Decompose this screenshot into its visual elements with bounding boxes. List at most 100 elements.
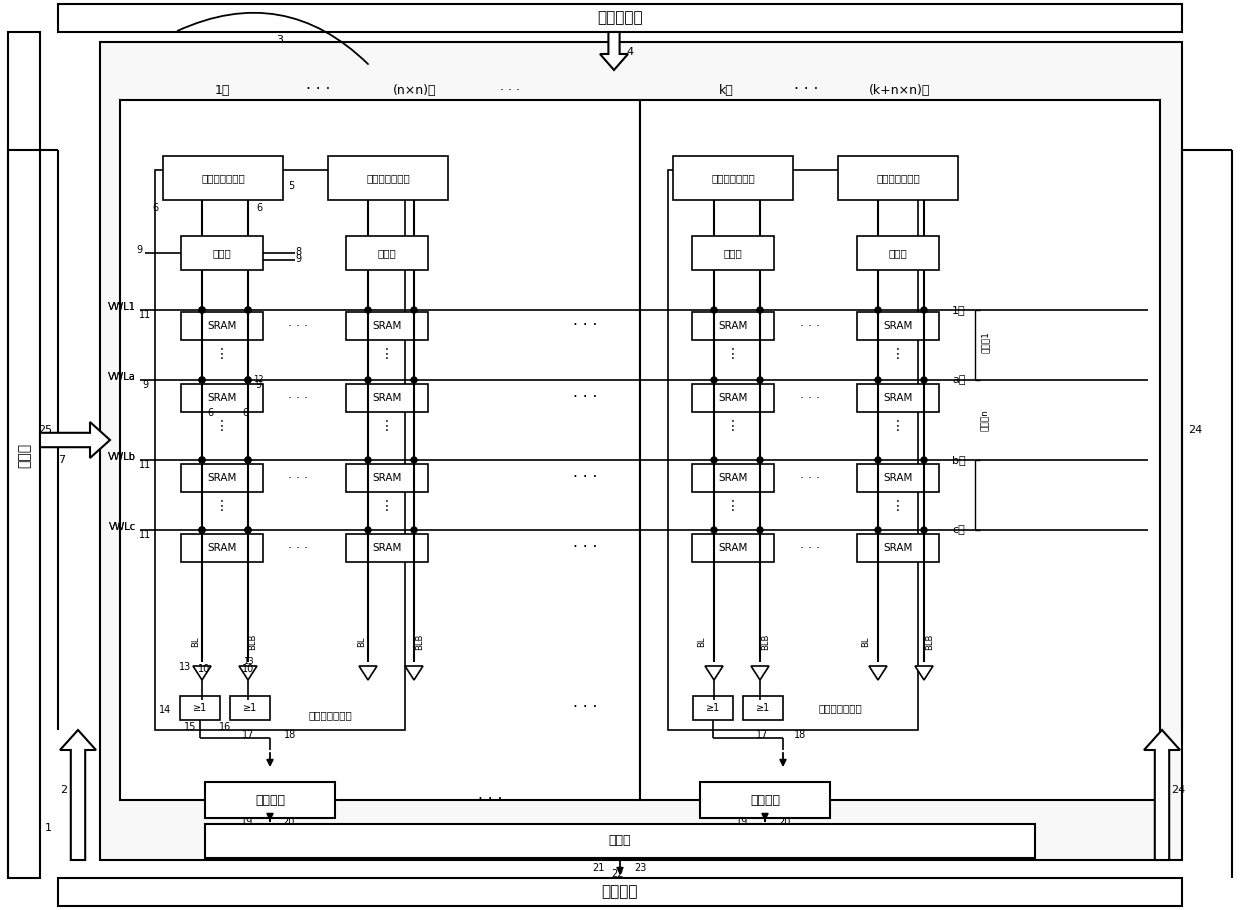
Bar — [181, 236, 263, 270]
Text: SRAM: SRAM — [718, 321, 748, 331]
Text: · · ·: · · · — [800, 471, 820, 484]
Bar — [640, 100, 1159, 800]
Text: SRAM: SRAM — [883, 393, 913, 403]
Circle shape — [198, 307, 205, 313]
Bar — [155, 170, 405, 730]
Polygon shape — [751, 666, 769, 680]
Text: · · ·: · · · — [500, 84, 520, 96]
Text: 17: 17 — [242, 730, 254, 740]
Bar — [857, 464, 939, 492]
Text: · · ·: · · · — [800, 541, 820, 554]
Bar — [346, 534, 428, 562]
Circle shape — [198, 377, 205, 383]
Circle shape — [246, 307, 250, 313]
Bar — [181, 384, 263, 412]
Text: 15: 15 — [184, 722, 196, 732]
Text: 22: 22 — [611, 869, 624, 879]
Polygon shape — [915, 666, 932, 680]
Text: 9: 9 — [255, 380, 262, 390]
Bar — [205, 782, 335, 818]
Text: 检测转换: 检测转换 — [255, 794, 285, 806]
Text: BLB: BLB — [415, 633, 424, 650]
Text: 输入及反相输入: 输入及反相输入 — [877, 173, 920, 183]
Circle shape — [410, 377, 417, 383]
Text: BL: BL — [191, 637, 201, 647]
Text: 6: 6 — [255, 203, 262, 213]
Text: SRAM: SRAM — [372, 321, 402, 331]
Text: 9: 9 — [141, 380, 148, 390]
Circle shape — [198, 377, 205, 383]
Bar — [120, 100, 640, 800]
Text: 预充电: 预充电 — [724, 248, 743, 258]
Text: SRAM: SRAM — [718, 473, 748, 483]
Circle shape — [921, 527, 928, 533]
Bar — [692, 236, 774, 270]
Text: 13: 13 — [179, 662, 191, 672]
Text: SRAM: SRAM — [883, 321, 913, 331]
Text: VWLa: VWLa — [108, 372, 136, 382]
Text: 移位寄存器: 移位寄存器 — [598, 11, 642, 25]
Circle shape — [198, 457, 205, 463]
Text: · · ·: · · · — [573, 701, 598, 715]
Circle shape — [711, 307, 717, 313]
Text: 10: 10 — [198, 664, 210, 674]
Text: 6: 6 — [242, 408, 248, 418]
Text: BLB: BLB — [248, 633, 258, 650]
Bar — [205, 824, 1035, 858]
Text: · · ·: · · · — [288, 471, 308, 484]
Text: VWLa: VWLa — [108, 372, 136, 382]
Text: 16: 16 — [219, 722, 231, 732]
Text: SRAM: SRAM — [207, 393, 237, 403]
Text: VWLc: VWLc — [109, 522, 136, 532]
Text: VWL1: VWL1 — [108, 302, 136, 312]
Text: 输入及反相输入: 输入及反相输入 — [711, 173, 755, 183]
Text: 21: 21 — [591, 863, 604, 873]
Circle shape — [875, 457, 880, 463]
Polygon shape — [869, 666, 887, 680]
Polygon shape — [60, 730, 95, 860]
Text: SRAM: SRAM — [372, 393, 402, 403]
Text: 18: 18 — [794, 730, 806, 740]
Text: 19: 19 — [241, 817, 253, 827]
Text: k列: k列 — [719, 84, 733, 96]
Text: · · ·: · · · — [794, 83, 818, 97]
Circle shape — [410, 307, 417, 313]
Circle shape — [711, 377, 717, 383]
Text: 检测转换: 检测转换 — [750, 794, 780, 806]
Polygon shape — [360, 666, 377, 680]
Bar — [58, 878, 1182, 906]
Text: 串等组1: 串等组1 — [981, 331, 990, 353]
Text: SRAM: SRAM — [883, 543, 913, 553]
Text: 预充电: 预充电 — [212, 248, 232, 258]
Text: 11: 11 — [139, 530, 151, 540]
Text: 2: 2 — [61, 785, 67, 795]
Bar — [346, 464, 428, 492]
Text: 输入及反相输入: 输入及反相输入 — [201, 173, 244, 183]
Text: 1行: 1行 — [952, 305, 966, 315]
Text: 4: 4 — [626, 47, 634, 57]
Text: 11: 11 — [139, 460, 151, 470]
Bar — [692, 464, 774, 492]
Circle shape — [921, 457, 928, 463]
Circle shape — [875, 527, 880, 533]
Circle shape — [365, 457, 371, 463]
Circle shape — [875, 307, 880, 313]
Polygon shape — [405, 666, 423, 680]
Circle shape — [198, 527, 205, 533]
Bar — [181, 534, 263, 562]
Text: ⋮: ⋮ — [381, 499, 394, 513]
Circle shape — [756, 307, 763, 313]
Circle shape — [365, 527, 371, 533]
Text: ⋮: ⋮ — [215, 419, 229, 433]
Circle shape — [198, 307, 205, 313]
Text: · · ·: · · · — [573, 318, 598, 333]
Text: SRAM: SRAM — [207, 321, 237, 331]
Circle shape — [246, 527, 250, 533]
Text: · · ·: · · · — [288, 541, 308, 554]
Text: SRAM: SRAM — [207, 473, 237, 483]
Circle shape — [875, 377, 880, 383]
Bar — [346, 384, 428, 412]
Text: BL: BL — [357, 637, 367, 647]
Text: SRAM: SRAM — [372, 473, 402, 483]
Bar — [857, 384, 939, 412]
